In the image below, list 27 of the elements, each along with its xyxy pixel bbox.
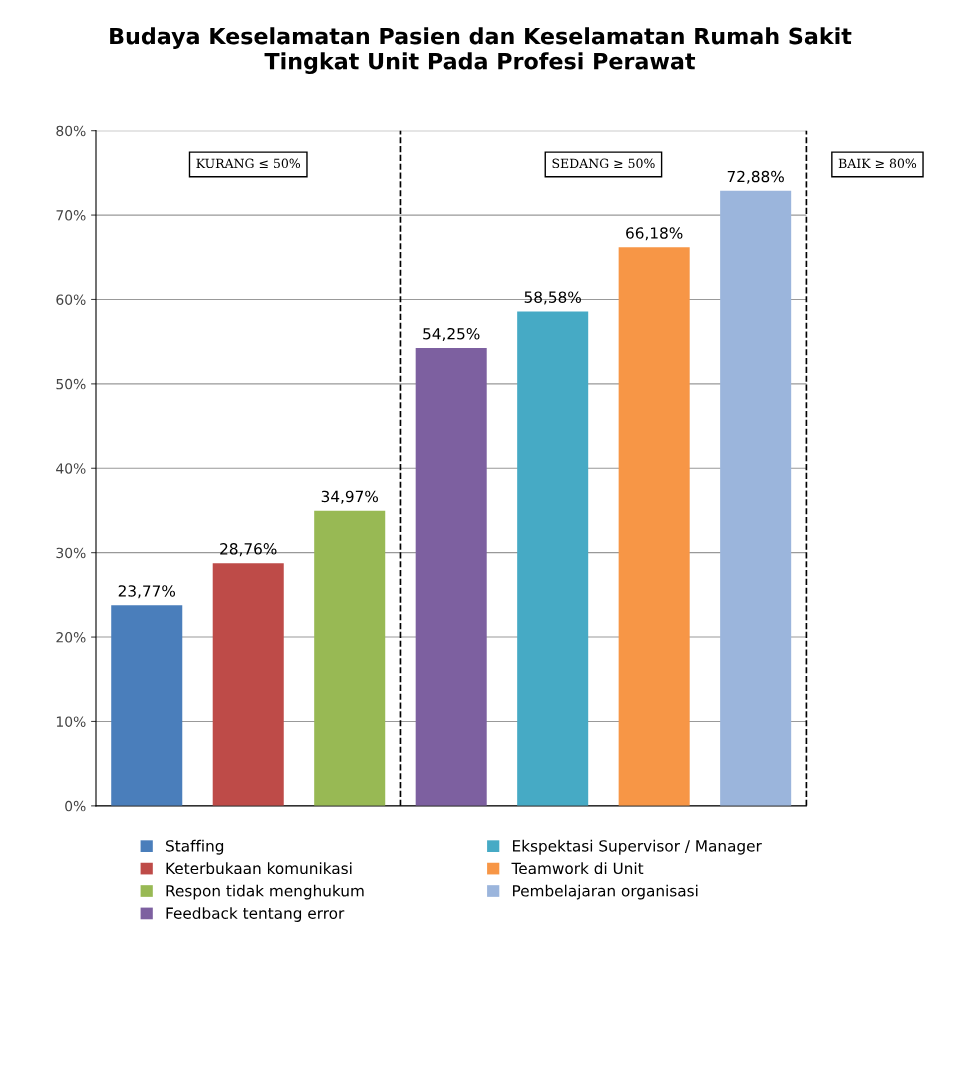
data-label: 34,97%: [321, 490, 378, 504]
data-label: 23,77%: [118, 585, 176, 599]
data-label: 54,25%: [423, 327, 480, 342]
data-label: 28,76%: [220, 543, 277, 557]
legend-label: Pembelajaran organisasi: [513, 884, 698, 900]
legend-label: Staffing: [166, 839, 224, 855]
y-tick-label: 0%: [65, 800, 86, 812]
y-tick-label: 80%: [56, 125, 86, 137]
legend-label: Ekspektasi Supervisor / Manager: [513, 839, 762, 855]
y-tick-label: 40%: [56, 463, 86, 474]
data-label: 58,58%: [524, 291, 581, 305]
legend-label: Respon tidak menghukum: [166, 884, 364, 900]
chart-title: Budaya Keselamatan Pasien dan Keselamatan Rumah Sakit Tingkat Unit Pada Profesi Perawat: [110, 27, 852, 74]
annotation: SEDANG ≥ 50%: [552, 158, 655, 169]
legend-label: Feedback tentang error: [166, 907, 345, 922]
legend-label: Teamwork di Unit: [511, 862, 644, 875]
y-tick-label: 20%: [56, 632, 86, 643]
y-tick-label: 60%: [56, 294, 86, 305]
annotation: KURANG ≤ 50%: [196, 158, 301, 169]
data-label: 66,18%: [626, 227, 683, 241]
y-tick-label: 30%: [56, 547, 86, 559]
data-label: 72,88%: [727, 170, 784, 184]
y-tick-label: 10%: [56, 716, 86, 727]
y-tick-label: 70%: [56, 210, 86, 221]
legend-label: Keterbukaan komunikasi: [166, 862, 352, 875]
y-tick-label: 50%: [56, 378, 86, 390]
text: BAIK ≥ 80%: [838, 158, 917, 169]
